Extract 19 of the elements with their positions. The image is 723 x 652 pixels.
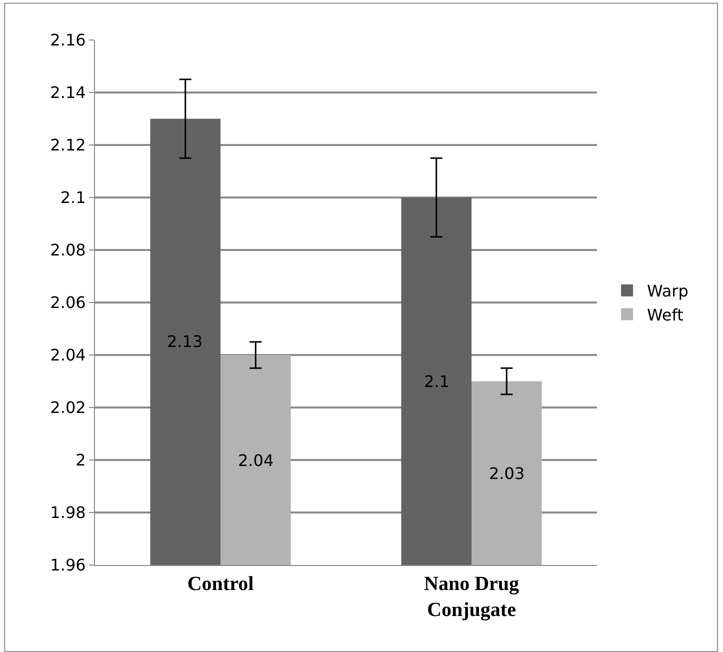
y-tick-label: 2.02: [50, 398, 86, 418]
y-tick-label: 2.1: [60, 188, 86, 208]
y-tick-label: 1.98: [50, 503, 86, 522]
y-tick-label: 2.06: [50, 293, 86, 312]
data-label: 2.13: [167, 332, 203, 351]
y-tick-label: 2.04: [50, 346, 86, 365]
y-tick-label: 2.16: [50, 30, 86, 50]
data-label: 2.04: [238, 451, 274, 470]
y-tick-label: 2: [76, 450, 86, 470]
y-tick-label: 2.12: [50, 136, 86, 155]
data-label: 2.03: [489, 464, 525, 483]
y-tick-label: 2.08: [50, 240, 86, 260]
x-tick-label: Control: [187, 573, 254, 595]
legend-label: Warp: [647, 282, 688, 301]
y-tick-label: 2.14: [50, 83, 86, 102]
y-tick-label: 1.96: [50, 556, 86, 575]
legend-label: Weft: [647, 305, 684, 324]
data-label: 2.1: [424, 372, 450, 391]
x-tick-label: Nano Drug Conjugate: [424, 573, 520, 621]
